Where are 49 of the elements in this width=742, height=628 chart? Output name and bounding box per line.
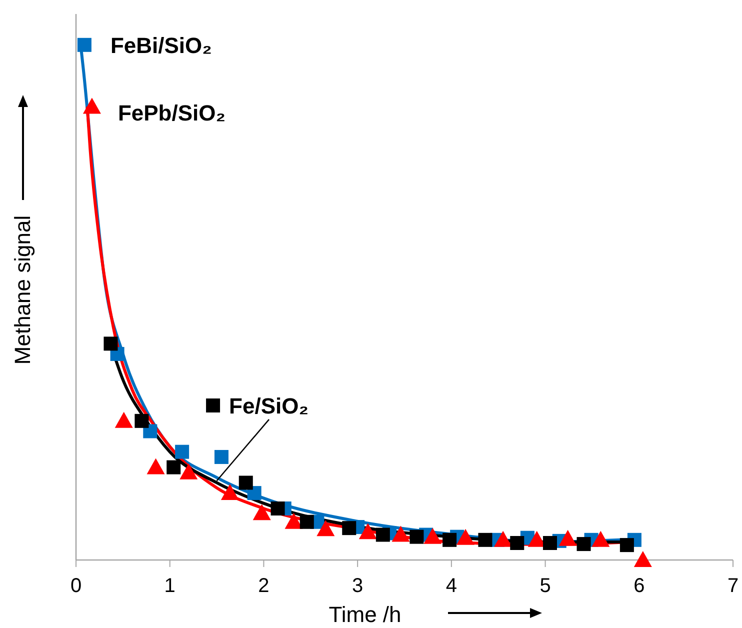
point	[478, 532, 492, 547]
point	[206, 398, 220, 412]
point	[146, 458, 165, 474]
point	[247, 486, 262, 500]
point	[238, 476, 253, 490]
point	[558, 530, 577, 546]
point	[316, 520, 335, 536]
point	[252, 504, 271, 520]
point	[175, 444, 190, 459]
point	[620, 538, 634, 552]
point	[82, 98, 101, 114]
point	[104, 336, 118, 351]
point	[77, 38, 92, 52]
point	[284, 512, 303, 529]
point	[424, 528, 442, 544]
point	[576, 537, 591, 552]
x-tick-label: 7	[727, 575, 739, 597]
point	[220, 484, 239, 500]
series-label: Fe/SiO₂	[229, 393, 308, 418]
point	[134, 414, 149, 428]
point	[214, 450, 228, 464]
point	[342, 521, 356, 536]
point	[510, 536, 524, 550]
point	[166, 460, 181, 474]
point	[270, 501, 285, 516]
y-axis-title: Methane signal	[10, 215, 35, 365]
point	[442, 532, 457, 547]
point	[592, 530, 610, 547]
x-tick-label: 4	[446, 575, 457, 597]
series-label: FeBi/SiO₂	[110, 32, 212, 58]
point	[180, 463, 198, 480]
point	[392, 526, 410, 542]
x-tick-label: 6	[634, 575, 645, 597]
x-tick-label: 1	[164, 575, 176, 597]
point	[376, 528, 390, 542]
x-axis-title: Time /h	[328, 602, 402, 627]
point	[300, 514, 314, 529]
point	[114, 412, 133, 428]
point	[358, 523, 377, 540]
point	[494, 530, 512, 547]
x-tick-label: 2	[258, 575, 270, 597]
x-tick-label: 0	[70, 575, 82, 597]
series-label: FePb/SiO₂	[118, 100, 226, 126]
x-tick-label: 5	[540, 575, 551, 597]
x-tick-label: 3	[352, 575, 364, 597]
point	[456, 528, 475, 545]
point	[410, 530, 424, 544]
point	[634, 551, 652, 567]
point	[542, 536, 557, 550]
